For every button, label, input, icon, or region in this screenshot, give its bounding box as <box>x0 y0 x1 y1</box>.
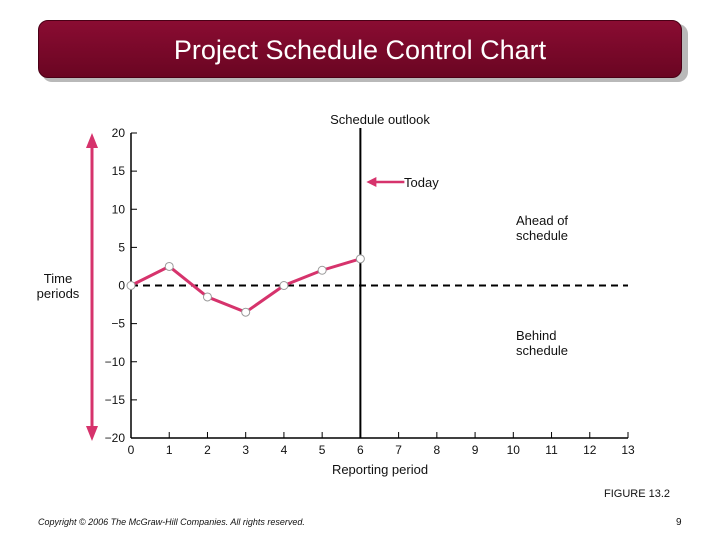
slide-title: Project Schedule Control Chart <box>173 35 547 65</box>
today-label: Today <box>404 175 439 190</box>
data-point <box>202 292 212 302</box>
x-tick-label: 10 <box>507 443 521 457</box>
data-point <box>355 254 365 264</box>
x-tick-label: 3 <box>242 443 249 457</box>
y-tick-label: 10 <box>112 202 126 216</box>
y-tick-label: 5 <box>118 240 125 254</box>
y-axis-label-line2: periods <box>37 286 80 301</box>
y-tick-label: 15 <box>112 164 126 178</box>
page-number: 9 <box>676 517 682 528</box>
behind-label-line2: schedule <box>516 343 568 358</box>
data-point <box>241 307 251 317</box>
x-tick-label: 0 <box>128 443 135 457</box>
time-arrow-up-head <box>86 133 98 148</box>
x-tick-label: 13 <box>621 443 635 457</box>
data-point <box>164 261 174 271</box>
x-tick-label: 9 <box>472 443 479 457</box>
figure-label: FIGURE 13.2 <box>604 488 671 500</box>
x-tick-label: 6 <box>357 443 364 457</box>
y-tick-label: 0 <box>118 279 125 293</box>
x-tick-label: 4 <box>281 443 288 457</box>
data-point <box>279 281 289 290</box>
y-tick-label: −10 <box>105 355 126 369</box>
copyright-notice: Copyright © 2006 The McGraw-Hill Compani… <box>38 517 305 527</box>
data-point <box>317 265 327 275</box>
x-tick-label: 12 <box>583 443 597 457</box>
chart-title: Schedule outlook <box>330 112 430 127</box>
today-arrow-head <box>366 177 377 187</box>
time-arrow-down-head <box>86 426 98 441</box>
x-tick-label: 7 <box>395 443 402 457</box>
x-tick-label: 11 <box>545 443 558 457</box>
behind-label-line1: Behind <box>516 328 556 343</box>
y-tick-label: −15 <box>105 393 126 407</box>
y-tick-label: −5 <box>111 317 125 331</box>
x-tick-label: 8 <box>434 443 441 457</box>
data-point <box>126 281 136 290</box>
y-tick-label: 20 <box>112 126 126 140</box>
x-tick-label: 1 <box>166 443 173 457</box>
x-axis-label: Reporting period <box>332 462 428 477</box>
x-tick-label: 2 <box>204 443 211 457</box>
y-tick-label: −20 <box>105 431 126 445</box>
x-tick-label: 5 <box>319 443 326 457</box>
title-bar: Project Schedule Control Chart <box>38 20 682 78</box>
y-axis-label-line1: Time <box>44 271 72 286</box>
ahead-label-line1: Ahead of <box>516 213 568 228</box>
ahead-label-line2: schedule <box>516 228 568 243</box>
